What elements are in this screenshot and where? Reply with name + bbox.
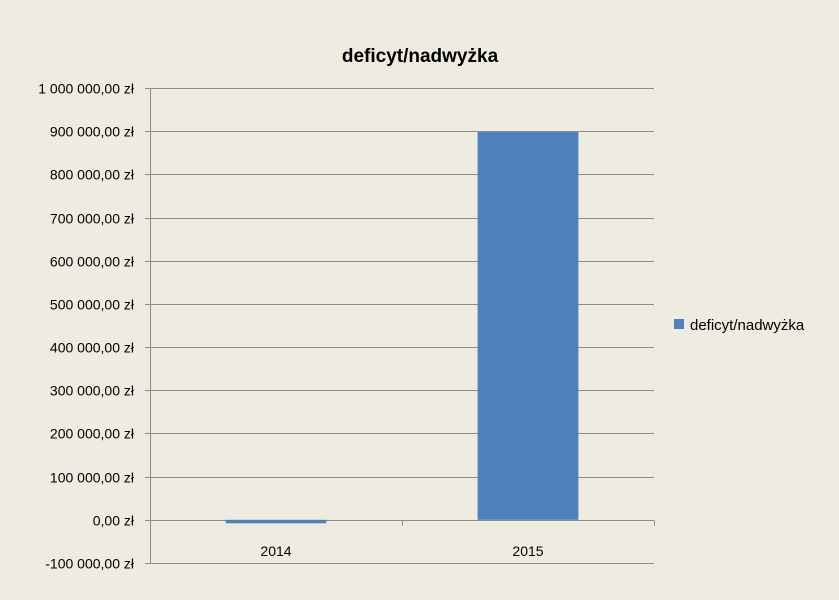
y-tick-label: -100 000,00 zł <box>45 556 135 572</box>
y-tick-label: 400 000,00 zł <box>50 340 135 356</box>
y-tick-label: 200 000,00 zł <box>50 426 135 442</box>
y-tick-label: 900 000,00 zł <box>50 124 135 140</box>
y-tick-label: 0,00 zł <box>93 513 135 529</box>
y-tick-label: 1 000 000,00 zł <box>38 81 135 97</box>
y-tick-label: 100 000,00 zł <box>50 470 135 486</box>
x-tick-label: 2014 <box>260 543 291 559</box>
y-tick-label: 500 000,00 zł <box>50 297 135 313</box>
y-tick-label: 800 000,00 zł <box>50 167 135 183</box>
chart-title: deficyt/nadwyżka <box>342 46 499 67</box>
bar-2014 <box>225 519 327 524</box>
y-tick-label: 600 000,00 zł <box>50 254 135 270</box>
legend: deficyt/nadwyżka <box>674 317 805 334</box>
y-tick-label: 300 000,00 zł <box>50 383 135 399</box>
bar-2015 <box>477 132 579 520</box>
y-tick-label: 700 000,00 zł <box>50 211 135 227</box>
x-tick-label: 2015 <box>512 543 543 559</box>
bars <box>225 132 579 524</box>
legend-label: deficyt/nadwyżka <box>690 317 805 334</box>
y-axis-ticks: 1 000 000,00 zł 900 000,00 zł 800 000,00 z… <box>38 81 150 572</box>
x-axis-ticks: 2014 2015 <box>260 520 655 559</box>
legend-swatch <box>674 319 684 329</box>
